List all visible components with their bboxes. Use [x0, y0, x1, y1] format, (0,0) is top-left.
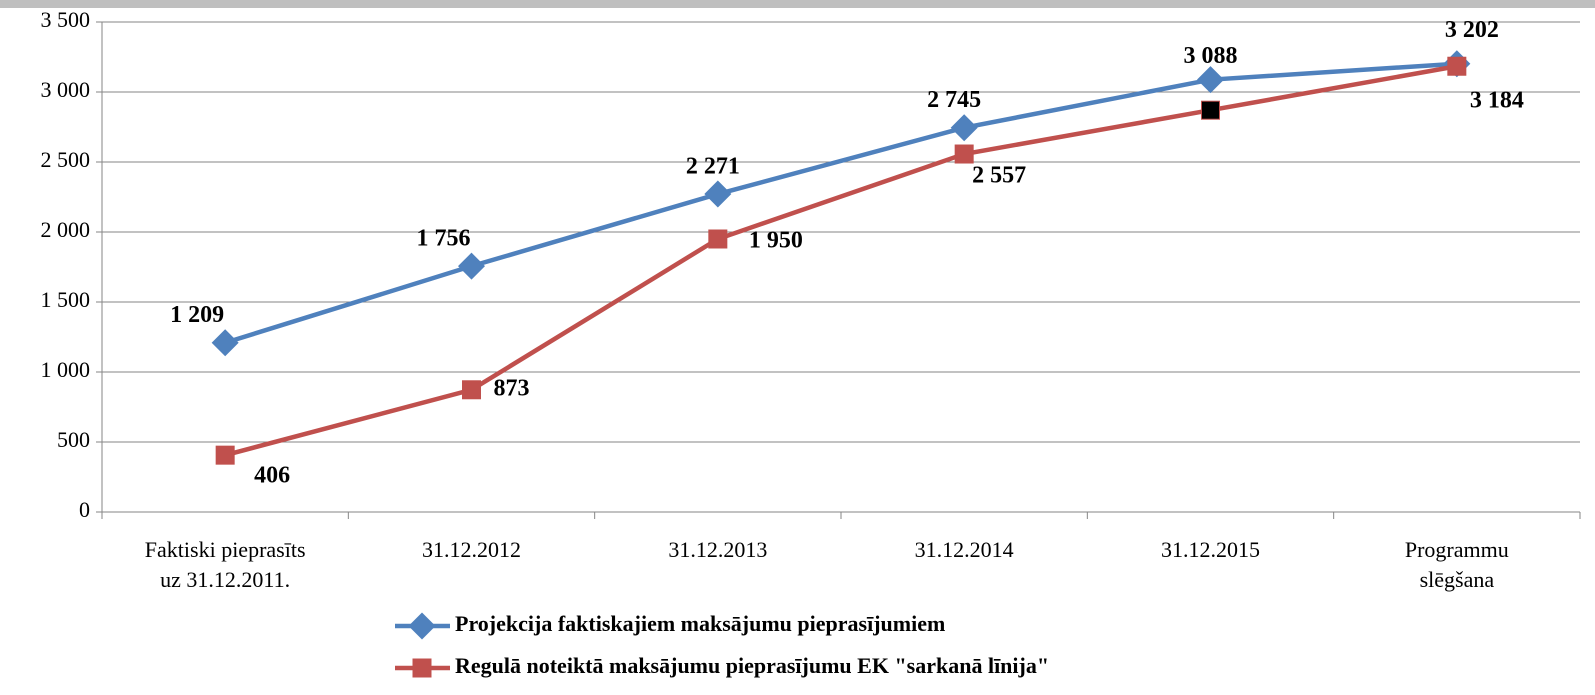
y-tick-label: 1 500	[41, 287, 91, 312]
data-label: 2 745	[927, 87, 981, 113]
y-tick-label: 500	[57, 427, 90, 452]
data-label: 3 088	[1184, 43, 1238, 69]
series-line	[224, 61, 1457, 345]
marker	[1197, 66, 1224, 94]
marker	[708, 229, 728, 249]
data-label: 3 202	[1445, 17, 1499, 43]
y-tick-label: 0	[79, 497, 90, 522]
marker	[704, 180, 732, 208]
y-tick-label: 1 000	[41, 357, 91, 382]
y-tick-label: 3 500	[41, 7, 91, 32]
data-label: 873	[494, 375, 530, 401]
marker	[211, 329, 239, 357]
y-tick-label: 2 000	[41, 217, 91, 242]
legend-marker	[408, 612, 436, 640]
legend-marker	[412, 658, 432, 678]
marker	[215, 445, 235, 465]
y-tick-label: 3 000	[41, 77, 91, 102]
x-tick-label: 31.12.2014	[914, 537, 1014, 562]
marker	[954, 144, 974, 164]
y-tick-label: 2 500	[41, 147, 91, 172]
data-label: 1 950	[749, 228, 803, 254]
marker	[462, 380, 481, 400]
x-tick-label: 31.12.2012	[422, 537, 521, 562]
x-tick-label: Faktiski pieprasīts uz 31.12.2011.	[144, 537, 306, 592]
x-tick-label: Programmu slēgšana	[1404, 537, 1509, 592]
top-bar	[0, 0, 1595, 8]
marker	[458, 252, 485, 280]
marker	[950, 114, 978, 142]
marker	[1201, 100, 1220, 120]
legend-label: Projekcija faktiskajiem maksājumu piepra…	[455, 611, 945, 636]
data-label: 1 756	[417, 226, 471, 252]
x-tick-label: 31.12.2013	[668, 537, 768, 562]
series-line	[224, 64, 1458, 458]
data-label: 2 557	[972, 163, 1026, 189]
legend-label: Regulā noteiktā maksājumu pieprasījumu E…	[455, 653, 1049, 678]
data-label: 3 184	[1470, 88, 1524, 114]
marker	[1447, 56, 1467, 76]
data-label: 2 271	[686, 154, 740, 180]
data-label: 406	[254, 463, 290, 489]
x-tick-label: 31.12.2015	[1161, 537, 1260, 562]
data-label: 1 209	[170, 302, 224, 328]
